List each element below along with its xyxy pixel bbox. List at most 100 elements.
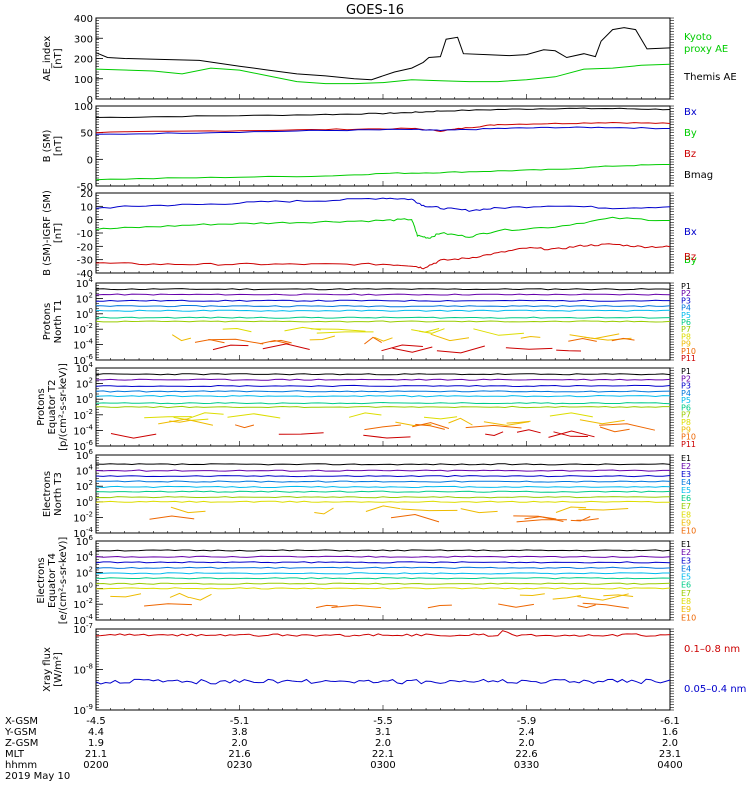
flux-channel-segment (149, 515, 195, 520)
legend-p4: P4 (681, 389, 691, 398)
y-tick-label: -10 (77, 229, 93, 240)
x-axis-value: 23.1 (659, 749, 681, 760)
y-axis-label-line: Equator T2 (47, 380, 58, 435)
y-tick-label: 104 (76, 550, 94, 564)
flux-channel-segment (520, 335, 541, 339)
y-tick-label: 102 (76, 566, 93, 580)
y-axis-label-line: B (SM) (42, 129, 53, 162)
y-tick-exponent: -4 (86, 613, 94, 621)
flux-channel-segment (505, 347, 553, 350)
flux-channel-line (95, 384, 671, 388)
flux-channel-segment (577, 604, 596, 609)
y-tick-label: 10-2 (73, 510, 93, 524)
flux-channel-segment (460, 508, 498, 514)
flux-channel-segment (578, 508, 629, 511)
bigrf-series-line (95, 197, 671, 212)
flux-channel-segment (169, 592, 190, 599)
y-axis-label: ProtonsEquator T2[p/(cm²-s-sr-keV)] (36, 363, 69, 451)
panel-frame (95, 192, 671, 274)
y-axis-label: B (SM)[nT] (42, 129, 64, 162)
flux-channel-line (95, 496, 671, 499)
y-tick-label: 200 (74, 55, 93, 66)
flux-channel-segment (549, 412, 593, 418)
flux-channel-line (95, 582, 671, 585)
y-axis-label-line: B (SM)-IGRF (SM) (42, 190, 53, 276)
y-tick-exponent: 2 (89, 291, 93, 299)
panel-bigrf: -40 -30 -20 -10 0 10 20 B (SM)-IGRF (SM)[nT] Bx B… (42, 189, 697, 280)
flux-channel-line (95, 394, 671, 398)
flux-channel-segment (374, 336, 393, 342)
flux-channel-segment (553, 431, 588, 437)
y-tick-exponent: 2 (89, 377, 93, 385)
x-axis-row-label: 2019 May 10 (5, 771, 70, 782)
flux-channel-line (95, 474, 671, 478)
y-tick-label: 400 (74, 14, 93, 25)
y-tick-label: 50 (80, 129, 93, 140)
flux-channel-segment (310, 328, 366, 332)
x-axis-value: 0200 (83, 760, 108, 771)
legend-p7: P7 (681, 411, 691, 420)
y-axis-label-line: [nT] (53, 223, 64, 243)
flux-channel-line (96, 299, 670, 302)
x-axis-value: 0300 (370, 760, 395, 771)
flux-channel-segment (582, 602, 629, 609)
flux-channel-segment (599, 423, 656, 431)
y-tick-label: 100 (74, 75, 93, 86)
legend-bz: Bz (684, 149, 696, 160)
y-tick-exponent: 4 (89, 276, 94, 284)
y-tick-label: 106 (76, 448, 94, 462)
panel-frame (95, 540, 671, 621)
legend-e1: E1 (681, 540, 691, 549)
flux-channel-segment (473, 328, 524, 336)
y-axis-label: Xray flux[W/m²] (42, 647, 64, 692)
y-axis-label-line: [nT] (53, 48, 64, 68)
legend-e3: E3 (681, 470, 691, 479)
y-tick-label: 100 (76, 581, 93, 595)
flux-channel-segment (548, 430, 595, 438)
legend-p9: P9 (681, 340, 691, 349)
legend-e1: E1 (681, 454, 691, 463)
y-tick-exponent: -6 (86, 353, 94, 361)
flux-channel-segment (556, 349, 582, 352)
y-axis-label: AE_index[nT] (42, 36, 64, 82)
flux-channel-segment (552, 595, 581, 600)
flux-channel-line (95, 587, 671, 590)
x-axis-value: -5.9 (517, 716, 537, 727)
flux-channel-line (95, 485, 671, 489)
bigrf-series-line (95, 216, 670, 239)
x-axis-value: 21.1 (85, 749, 107, 760)
flux-channel-segment (222, 327, 252, 333)
y-tick-label: 100 (76, 307, 93, 321)
flux-channel-segment (348, 412, 382, 418)
y-tick-label: 10-7 (73, 622, 93, 636)
y-axis-label-line: Xray flux (42, 647, 53, 692)
legend-line: Kyoto (684, 32, 712, 43)
flux-channel-line (95, 309, 671, 312)
legend-p2: P2 (681, 289, 691, 298)
bsm-series-line (95, 164, 670, 181)
flux-channel-segment (314, 507, 334, 515)
y-axis-label-line: North T3 (53, 472, 64, 516)
legend-e8: E8 (681, 510, 691, 519)
legend-p1: P1 (681, 367, 691, 376)
x-axis-value: 2.4 (519, 727, 535, 738)
flux-channel-segment (427, 604, 452, 609)
flux-channel-line (95, 577, 671, 580)
flux-channel-segment (194, 339, 225, 344)
y-tick-label: 100 (74, 102, 93, 113)
flux-channel-line (95, 469, 670, 472)
legend-e6: E6 (681, 494, 691, 503)
y-tick-exponent: -2 (86, 597, 93, 605)
x-axis-value: -4.5 (86, 716, 106, 727)
panel-xray: 10-9 10-8 10-7 Xray flux[W/m²] 0.1–0.8 nm 0.0… (42, 622, 746, 717)
y-tick-label: 10-2 (73, 597, 93, 611)
x-axis-row-label: Z-GSM (5, 738, 38, 749)
ae-series-line (95, 63, 671, 85)
y-tick-exponent: -2 (86, 510, 93, 518)
flux-channel-line (95, 293, 671, 296)
flux-channel-segment (262, 343, 310, 350)
